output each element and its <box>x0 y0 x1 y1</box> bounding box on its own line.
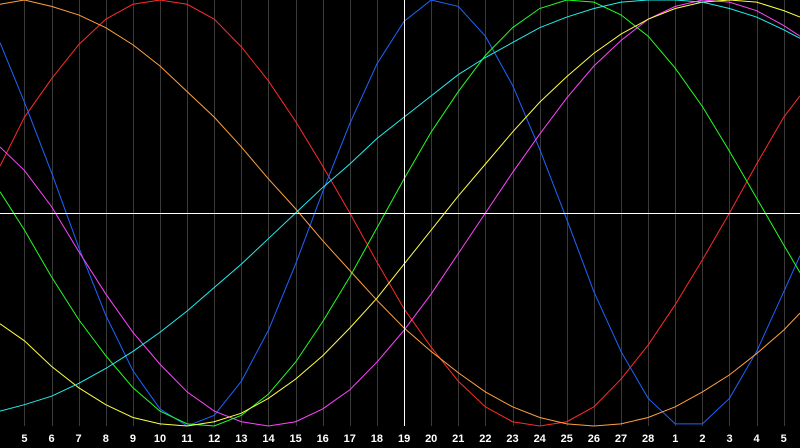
x-tick-label: 1 <box>672 433 678 445</box>
axes <box>0 0 800 426</box>
x-tick-labels: 5 6 7 8 9 10 11 12 13 14 15 16 17 18 19 20 21 22 23 24 25 26 2… <box>21 433 786 445</box>
x-tick-label: 18 <box>371 433 383 445</box>
x-tick-label: 12 <box>208 433 220 445</box>
x-tick-label: 26 <box>588 433 600 445</box>
x-tick-label: 9 <box>130 433 136 445</box>
x-tick-label: 3 <box>726 433 732 445</box>
x-tick-label: 6 <box>48 433 54 445</box>
x-tick-label: 5 <box>21 433 27 445</box>
x-tick-label: 15 <box>289 433 301 445</box>
x-tick-label: 19 <box>398 433 410 445</box>
x-tick-label: 14 <box>262 433 275 445</box>
x-tick-label: 27 <box>615 433 627 445</box>
x-tick-label: 13 <box>235 433 247 445</box>
x-tick-label: 20 <box>425 433 437 445</box>
x-tick-label: 22 <box>479 433 491 445</box>
x-tick-label: 10 <box>154 433 166 445</box>
x-tick-label: 8 <box>103 433 109 445</box>
x-tick-label: 17 <box>344 433 356 445</box>
x-tick-label: 28 <box>642 433 654 445</box>
x-tick-label: 2 <box>699 433 705 445</box>
x-tick-label: 24 <box>534 433 547 445</box>
x-tick-label: 21 <box>452 433 464 445</box>
x-tick-label: 4 <box>754 433 761 445</box>
x-tick-label: 7 <box>76 433 82 445</box>
x-tick-label: 23 <box>506 433 518 445</box>
x-tick-label: 25 <box>561 433 573 445</box>
x-tick-label: 5 <box>781 433 787 445</box>
x-tick-label: 16 <box>317 433 329 445</box>
x-tick-label: 11 <box>181 433 193 445</box>
series-line-7 <box>0 0 800 412</box>
